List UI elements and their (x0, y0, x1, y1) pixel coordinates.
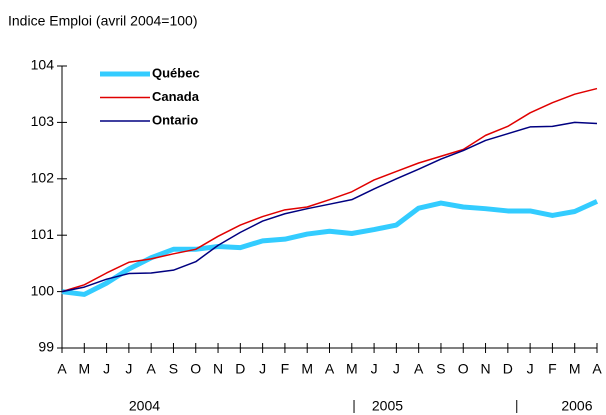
x-tick-label: J (527, 361, 534, 377)
x-tick-label: A (146, 361, 156, 377)
x-tick-label: F (281, 361, 290, 377)
series-line (61, 87, 598, 293)
y-tick-label: 100 (31, 282, 55, 298)
x-tick-label: M (78, 361, 90, 377)
x-tick-label: J (371, 361, 378, 377)
x-tick-label: J (103, 361, 110, 377)
year-label: 2004 (129, 398, 160, 414)
x-tick-label: M (346, 361, 358, 377)
y-tick-label: 103 (31, 113, 55, 129)
y-tick-label: 99 (38, 339, 54, 355)
x-tick-label: N (480, 361, 490, 377)
x-tick-label: O (458, 361, 469, 377)
x-tick-label: M (569, 361, 581, 377)
x-tick-label: N (213, 361, 223, 377)
y-tick-label: 102 (31, 170, 55, 186)
x-tick-label: A (414, 361, 424, 377)
year-label: 2005 (372, 398, 403, 414)
y-tick-label: 101 (31, 226, 55, 242)
x-tick-label: D (503, 361, 513, 377)
legend-label: Ontario (152, 112, 198, 127)
x-tick-label: A (592, 361, 602, 377)
chart-title: Indice Emploi (avril 2004=100) (8, 13, 198, 29)
x-tick-label: S (169, 361, 178, 377)
y-tick-label: 104 (31, 57, 55, 73)
x-tick-label: S (436, 361, 445, 377)
x-tick-label: F (548, 361, 557, 377)
x-tick-label: M (301, 361, 313, 377)
legend: Québec Canada Ontario (100, 65, 200, 127)
series-line (61, 121, 598, 293)
x-tick-label: J (393, 361, 400, 377)
x-tick-label: A (57, 361, 67, 377)
year-label: 2006 (561, 398, 592, 414)
x-tick-label: J (125, 361, 132, 377)
x-tick-label: A (325, 361, 335, 377)
x-tick-label: J (259, 361, 266, 377)
x-tick-label: D (235, 361, 245, 377)
x-tick-label: O (190, 361, 201, 377)
series-line (61, 199, 599, 297)
legend-label: Québec (152, 65, 200, 80)
legend-label: Canada (152, 89, 200, 104)
